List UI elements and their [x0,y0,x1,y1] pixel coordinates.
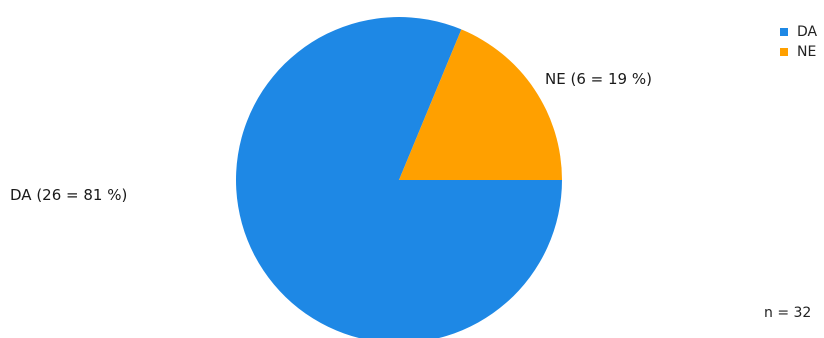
sample-size-note: n = 32 [764,305,812,321]
legend-item-da: DA [780,22,817,42]
slice-label-ne: NE (6 = 19 %) [545,70,652,88]
legend-label-da: DA [797,24,818,40]
legend-label-ne: NE [797,44,817,60]
slice-ne [399,29,562,180]
legend-swatch-ne [780,48,788,56]
slice-label-da: DA (26 = 81 %) [10,186,128,204]
legend: DA NE [780,22,817,62]
slice-da [236,17,562,338]
legend-item-ne: NE [780,42,817,62]
legend-swatch-da [780,28,788,36]
